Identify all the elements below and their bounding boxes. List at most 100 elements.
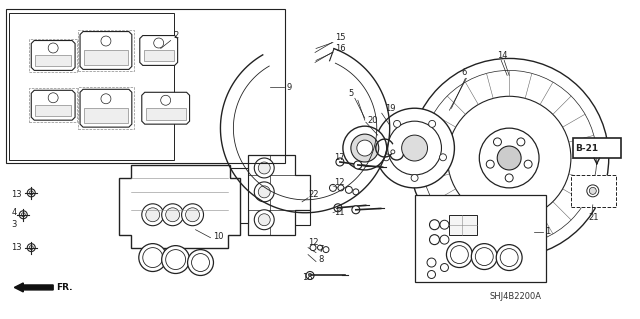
Circle shape [447,96,571,220]
Circle shape [471,244,497,270]
Circle shape [497,146,521,170]
Circle shape [254,158,274,178]
Circle shape [259,186,270,198]
Circle shape [440,154,447,161]
Circle shape [162,204,184,226]
Bar [449,215,477,235]
Polygon shape [80,89,132,127]
Text: 10: 10 [214,232,224,241]
Polygon shape [35,56,71,66]
Circle shape [375,108,454,188]
Text: B-21: B-21 [575,144,598,152]
Polygon shape [144,50,173,62]
Circle shape [154,38,164,48]
Text: 8: 8 [318,255,323,264]
Circle shape [429,235,440,245]
Polygon shape [140,35,178,65]
Polygon shape [80,32,132,70]
Circle shape [447,241,472,268]
Polygon shape [142,92,189,124]
Text: 5: 5 [349,89,354,98]
Circle shape [310,245,316,251]
Circle shape [166,208,180,222]
Circle shape [254,182,274,202]
Circle shape [259,214,270,226]
Circle shape [28,244,35,252]
Circle shape [394,120,401,127]
Text: 12: 12 [308,238,319,247]
Text: 14: 14 [497,51,508,60]
Circle shape [589,187,596,194]
Circle shape [48,43,58,53]
Circle shape [500,249,518,267]
Circle shape [428,271,435,278]
Polygon shape [84,50,128,65]
Circle shape [330,184,337,191]
Circle shape [383,154,390,161]
Circle shape [346,186,353,193]
Circle shape [357,140,372,156]
Circle shape [440,220,449,229]
Circle shape [410,58,609,257]
Text: 20: 20 [368,116,378,125]
Text: 7: 7 [318,245,323,254]
Circle shape [486,160,494,168]
Polygon shape [241,155,310,235]
Circle shape [28,189,35,197]
Circle shape [354,161,362,169]
Circle shape [427,258,436,267]
Circle shape [336,158,344,166]
Circle shape [254,210,274,230]
Circle shape [587,185,599,197]
Circle shape [306,271,314,279]
Circle shape [429,220,440,230]
Circle shape [402,135,428,161]
Bar [230,168,248,223]
Text: 11: 11 [334,208,344,217]
Polygon shape [35,105,71,116]
Text: 13: 13 [12,190,22,199]
Circle shape [188,249,214,276]
Circle shape [143,248,163,268]
Text: 1: 1 [545,227,550,236]
Circle shape [21,213,26,217]
Circle shape [388,121,442,175]
Text: 9: 9 [286,83,291,92]
Circle shape [139,244,166,271]
Circle shape [451,246,468,263]
Circle shape [101,36,111,46]
Text: 22: 22 [308,190,319,199]
Circle shape [351,134,379,162]
Circle shape [317,245,323,250]
Circle shape [440,263,449,271]
Text: 17: 17 [334,152,344,161]
Circle shape [29,191,33,195]
Text: 3: 3 [12,220,17,229]
Bar [6,9,285,163]
Bar [78,87,134,129]
Circle shape [29,246,33,249]
Bar [571,175,616,207]
Circle shape [476,248,493,265]
Text: 13: 13 [12,243,22,252]
Bar [29,39,77,72]
Text: FR.: FR. [56,283,73,292]
Text: 4: 4 [12,208,17,217]
Circle shape [505,174,513,182]
Polygon shape [119,165,241,248]
Circle shape [391,150,395,154]
Bar [78,30,134,71]
Circle shape [191,254,209,271]
Circle shape [338,185,344,191]
Circle shape [517,138,525,146]
Circle shape [493,138,502,146]
Polygon shape [290,208,310,225]
Circle shape [162,246,189,273]
Bar [573,138,621,158]
Circle shape [146,208,160,222]
Circle shape [161,95,171,105]
Circle shape [101,94,111,104]
Text: SHJ4B2200A: SHJ4B2200A [489,292,541,301]
Text: 19: 19 [385,104,396,113]
Text: 15: 15 [335,33,346,42]
